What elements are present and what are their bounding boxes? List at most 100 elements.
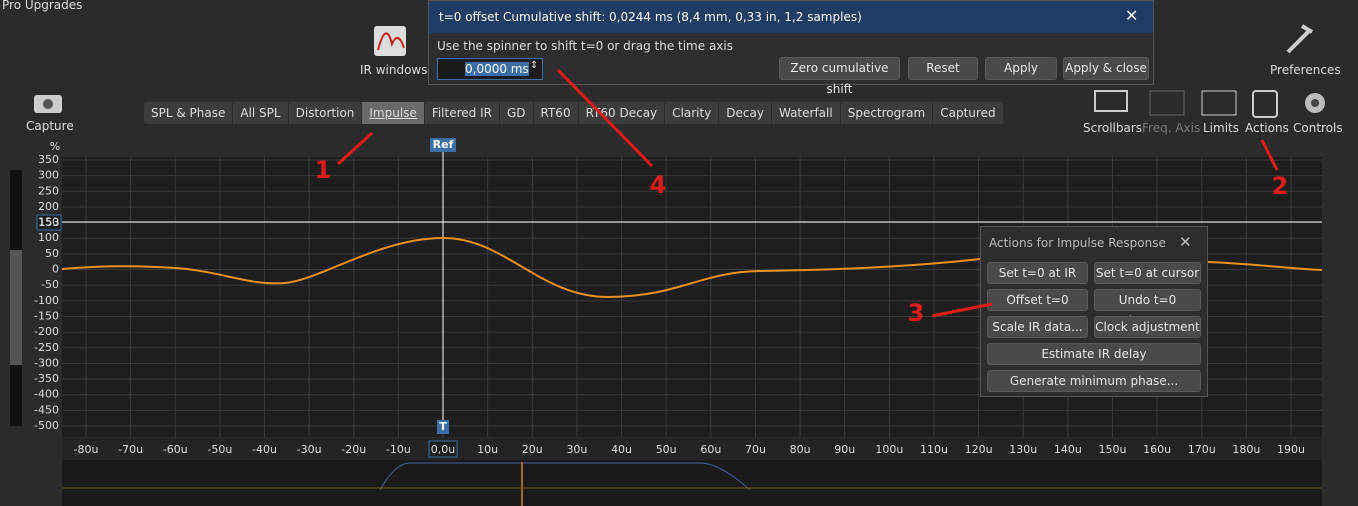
x-tick-label: 10u [477,443,498,456]
tab[interactable]: SPL & Phase [144,102,234,124]
actions-panel: Actions for Impulse Response ✕ Set t=0 a… [980,226,1208,397]
tab[interactable]: GD [499,102,534,124]
scrollbars-label[interactable]: Scrollbars [1083,121,1143,135]
limits-label[interactable]: Limits [1203,121,1239,135]
x-tick-label: 130u [1009,443,1037,456]
x-tick-label: 110u [920,443,948,456]
offset-dialog: t=0 offset Cumulative shift: 0,0244 ms (… [428,0,1154,96]
tab-bar: SPL & Phase All SPL Distortion Impulse Filte… [144,102,1004,124]
scrollbars-icon [1094,90,1128,112]
ref-label: Ref [433,138,454,151]
tab[interactable]: Captured [933,102,1004,124]
y-tick-label: -400 [34,388,59,401]
tab[interactable]: Decay [719,102,772,124]
action-button[interactable]: Set t=0 at IR start [987,262,1088,301]
impulse-curve [61,236,981,299]
y-tick-label: -450 [34,403,59,416]
ir-icon [374,26,406,56]
y-tick-label: 0 [52,263,59,276]
y-tick-label: 350 [38,153,59,166]
ir-icon-wave [377,32,405,51]
dialog-titlebar: t=0 offset Cumulative shift: 0,0244 ms (… [429,1,1153,33]
overview [62,460,1322,506]
y-tick-label: -300 [34,356,59,369]
x-tick-label: 160u [1143,443,1171,456]
spinner-value: 0,0000 ms [465,62,529,76]
freq-axis-label: Freq. Axis [1142,121,1201,135]
x-tick-label: 190u [1277,443,1305,456]
y-tick-label: 150 [38,216,59,229]
dialog-hint: Use the spinner to shift t=0 or drag the… [437,39,733,53]
y-tick-label: -500 [34,419,59,432]
ref-marker [430,138,456,152]
tab[interactable]: Spectrogram [840,102,934,124]
y-unit: % [50,140,60,153]
preferences-label[interactable]: Preferences [1270,63,1341,77]
y-tick-label: 100 [38,231,59,244]
x-tick-label: -60u [163,443,188,456]
x-tick-label: 40u [611,443,632,456]
dialog-button[interactable]: Apply [985,57,1057,80]
impulse-curve-tail [1207,261,1323,271]
t-marker [437,420,449,434]
actions-label[interactable]: Actions [1245,121,1289,135]
tab[interactable]: RT60 [533,102,579,124]
spinner[interactable]: 0,0000 ms ⇕ [437,58,543,80]
spinner-arrows[interactable]: ⇕ [530,60,539,71]
tab[interactable]: All SPL [233,102,289,124]
x-tick-label: -20u [341,443,366,456]
y-tick-label: 200 [38,200,59,213]
x-tick-label: 80u [790,443,811,456]
tab[interactable]: Waterfall [771,102,841,124]
overview-window [379,462,751,491]
prefs-icon [1286,24,1314,54]
y-tick-label: 50 [45,247,59,260]
t-label: T [439,420,447,433]
actions-icon [1252,90,1278,118]
action-button[interactable]: Generate minimum phase... [987,370,1201,392]
tab[interactable]: Impulse [362,102,425,124]
y-tick-label: 300 [38,169,59,182]
x-tick-label: 20u [522,443,543,456]
y-tick-label: -100 [34,294,59,307]
dialog-title: t=0 offset Cumulative shift: 0,0244 ms (… [439,10,862,24]
capture-label[interactable]: Capture [26,119,74,133]
x-tick-label: 30u [566,443,587,456]
x-tick-label: -30u [297,443,322,456]
dialog-button[interactable]: Zero cumulative shift [779,57,900,96]
x-tick-label: -70u [118,443,143,456]
close-button[interactable]: ✕ [1125,6,1139,25]
x-tick-label: 90u [834,443,855,456]
y-tick-label: -350 [34,372,59,385]
ir-windows-label[interactable]: IR windows [360,63,428,77]
tab[interactable]: RT60 Decay [578,102,666,124]
action-button[interactable]: Estimate IR delay [987,343,1201,365]
x-tick-label: 50u [656,443,677,456]
x-tick-label: 0,0u [431,443,455,456]
action-button[interactable]: Set t=0 at cursor [1094,262,1201,284]
action-button[interactable]: Offset t=0 [987,289,1088,311]
controls-label[interactable]: Controls [1293,121,1343,135]
x-tick-label: -40u [252,443,277,456]
panel-close[interactable]: ✕ [1179,233,1192,251]
cursor-value: 153 [39,216,60,229]
tab[interactable]: Clarity [665,102,720,124]
tab[interactable]: Distortion [288,102,363,124]
action-button[interactable]: Undo t=0 changes [1094,289,1201,328]
y-tick-label: 250 [38,184,59,197]
dialog-button[interactable]: Reset [908,57,978,80]
y-tick-label: -200 [34,325,59,338]
action-button[interactable]: Scale IR data... [987,316,1088,338]
tab[interactable]: Filtered IR [424,102,500,124]
x-tick-label: 120u [965,443,993,456]
y-tick-label: -50 [41,278,59,291]
x-tick-label: -50u [207,443,232,456]
x-tick-label: 180u [1232,443,1260,456]
action-button[interactable]: Clock adjustment [1094,316,1201,338]
x-tick-label: 100u [875,443,903,456]
dialog-button[interactable]: Apply & close [1063,57,1149,80]
x-cursor-box [428,440,458,458]
x-tick-label: 150u [1098,443,1126,456]
x-tick-label: 70u [745,443,766,456]
